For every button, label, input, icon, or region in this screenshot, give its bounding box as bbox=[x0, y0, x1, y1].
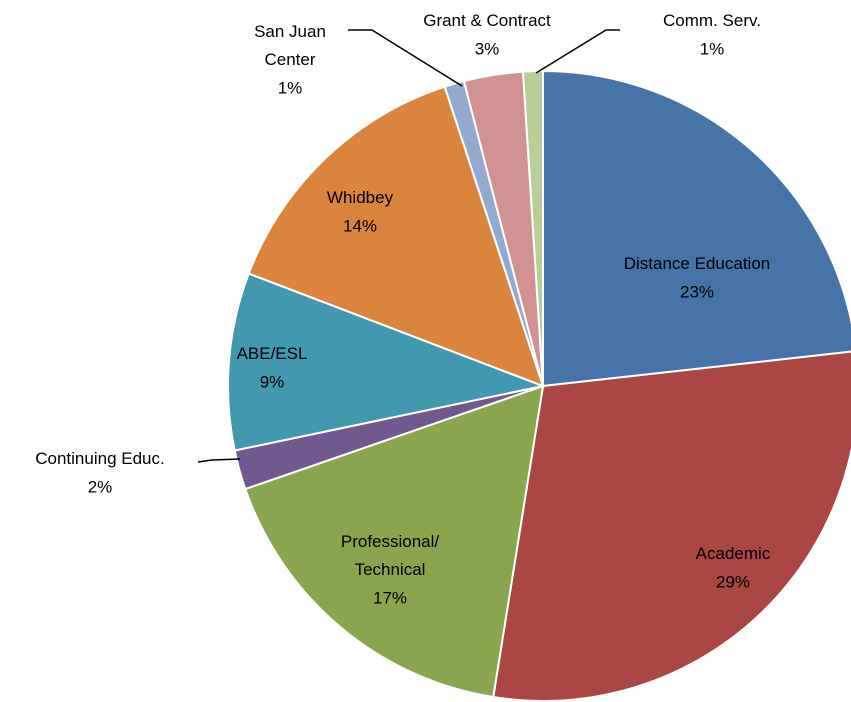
pie-slice bbox=[542, 69, 851, 388]
slice-label: Comm. Serv. 1% bbox=[663, 11, 761, 58]
category-label: Grant & Contract bbox=[423, 11, 551, 30]
value-label: 29% bbox=[716, 572, 750, 591]
category-label: Distance Education bbox=[624, 254, 770, 273]
value-label: 9% bbox=[260, 372, 285, 391]
category-label: ABE/ESL bbox=[237, 344, 308, 363]
pie-slice bbox=[492, 350, 851, 702]
category-label: Professional/Technical bbox=[341, 532, 440, 579]
leader-line bbox=[535, 29, 620, 74]
value-label: 2% bbox=[88, 477, 113, 496]
pie-slice bbox=[521, 69, 544, 387]
slice-label: Whidbey 14% bbox=[327, 188, 394, 235]
category-label: Whidbey bbox=[327, 188, 394, 207]
leader-line bbox=[197, 458, 241, 463]
slice-label: Academic 29% bbox=[696, 544, 771, 591]
slice-label: Grant & Contract 3% bbox=[423, 11, 551, 58]
slice-label: Distance Education 23% bbox=[624, 254, 770, 301]
value-label: 23% bbox=[680, 282, 714, 301]
value-label: 3% bbox=[475, 39, 500, 58]
slice-label: Professional/Technical 17% bbox=[341, 532, 440, 607]
slice-label: Continuing Educ. 2% bbox=[35, 449, 164, 496]
value-label: 1% bbox=[700, 39, 725, 58]
pie-slice bbox=[227, 272, 547, 452]
value-label: 17% bbox=[373, 588, 407, 607]
value-label: 14% bbox=[343, 216, 377, 235]
category-label: Continuing Educ. bbox=[35, 449, 164, 468]
value-label: 1% bbox=[278, 78, 303, 97]
slice-label: ABE/ESL 9% bbox=[237, 344, 308, 391]
category-label: Comm. Serv. bbox=[663, 11, 761, 30]
category-label: Academic bbox=[696, 544, 771, 563]
leader-line bbox=[348, 29, 463, 87]
slice-label: San Juan Center 1% bbox=[254, 22, 326, 97]
category-label: San Juan Center bbox=[254, 22, 326, 69]
pie-slice bbox=[247, 85, 545, 388]
